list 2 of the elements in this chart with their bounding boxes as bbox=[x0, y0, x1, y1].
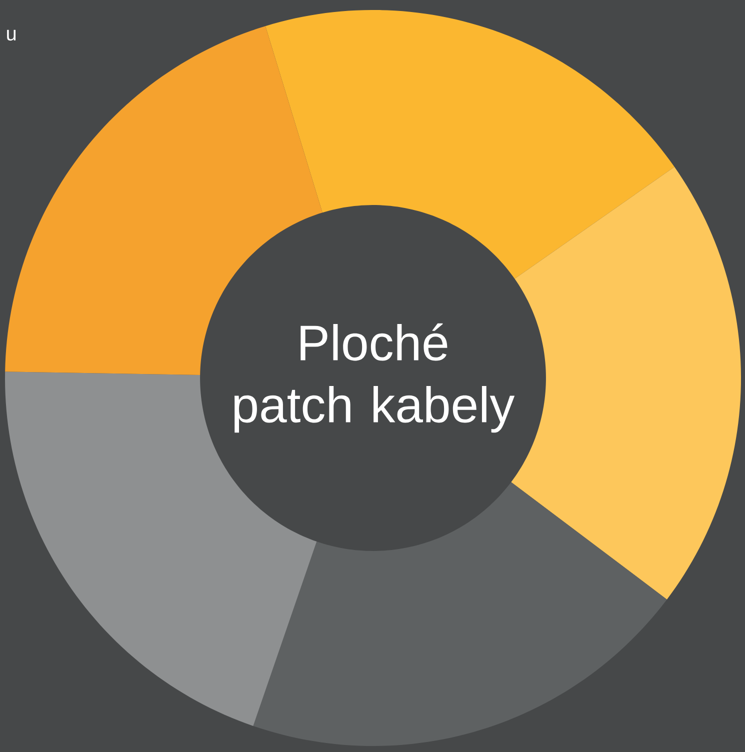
text: u bbox=[7, 30, 16, 41]
text: Ploché patch kabely bbox=[234, 323, 515, 433]
